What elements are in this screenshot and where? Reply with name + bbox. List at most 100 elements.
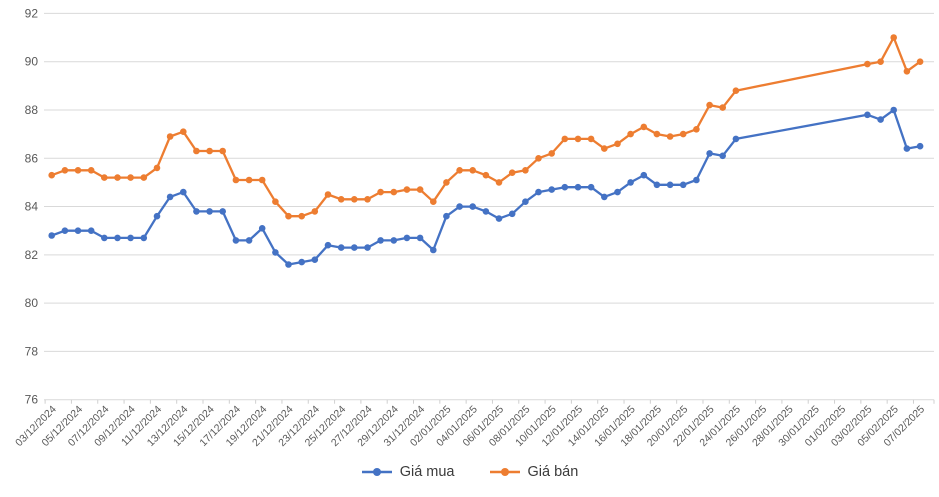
y-axis-labels: 76 78 80 82 84 86 88 90 92 [25,6,39,406]
data-point-marker [482,171,490,179]
y-tick-label: 80 [25,296,39,310]
data-point-marker [351,196,358,203]
data-point-marker [245,237,253,244]
data-point-marker [48,232,55,239]
data-point-marker [469,203,477,210]
y-tick-label: 78 [25,344,39,358]
data-point-marker [679,130,687,138]
data-point-marker [127,174,134,181]
data-point-marker [693,176,700,184]
data-point-marker [535,188,542,196]
data-point-marker [653,130,661,138]
data-point-marker [456,203,463,210]
data-point-marker [48,171,55,179]
data-point-marker [877,116,884,123]
y-tick-label: 90 [25,55,39,69]
data-point-marker [311,208,319,215]
data-point-marker [114,174,121,181]
data-point-marker [614,188,621,196]
data-point-marker [574,135,582,143]
data-point-marker [206,208,213,215]
data-point-marker [87,167,95,174]
data-point-marker [627,130,634,138]
data-point-marker [548,186,555,193]
data-point-marker [508,169,516,176]
data-point-marker [127,234,134,242]
data-point-marker [324,191,332,198]
data-point-marker [416,234,424,242]
data-point-marker [916,142,924,150]
data-point-marker [522,167,529,174]
gridlines [44,12,934,401]
data-point-marker [311,256,319,264]
series-gia-ban [48,34,924,220]
data-point-marker [193,147,200,155]
data-point-marker [627,179,634,186]
data-point-marker [916,58,924,65]
x-axis-labels: 03/12/202405/12/202407/12/202409/12/2024… [13,403,927,449]
data-point-marker [298,258,306,266]
data-point-marker [601,193,608,201]
data-point-marker [101,174,108,181]
data-point-marker [87,227,95,234]
data-point-marker [377,188,384,196]
data-point-marker [114,234,121,242]
legend-label-gia-ban: Giá bán [527,464,579,480]
data-point-marker [337,244,345,251]
data-point-marker [61,167,69,174]
data-point-marker [180,128,187,135]
data-point-marker [693,126,700,133]
data-point-marker [864,60,871,68]
data-point-marker [272,198,279,205]
data-point-marker [706,101,713,109]
data-point-marker [377,237,384,244]
y-tick-label: 86 [25,151,39,165]
data-point-marker [74,227,82,234]
line-marker-icon-blue [361,468,392,476]
data-point-marker [903,68,911,75]
data-point-marker [482,208,490,215]
data-point-marker [495,215,503,222]
data-point-marker [719,104,726,111]
data-point-marker [153,164,161,172]
data-point-marker [903,145,911,152]
data-point-marker [298,212,306,220]
y-tick-label: 88 [25,103,39,117]
data-point-marker [522,198,529,205]
data-point-marker [601,145,608,152]
data-point-marker [890,106,897,114]
data-point-marker [364,244,371,251]
data-point-marker [166,193,174,201]
data-point-marker [140,234,148,242]
data-point-marker [508,210,516,218]
data-point-marker [561,135,569,143]
data-point-marker [285,261,292,268]
data-point-marker [456,167,463,174]
data-point-marker [193,208,200,215]
y-tick-label: 82 [25,248,39,262]
data-point-marker [285,212,292,220]
data-point-marker [416,186,424,193]
data-point-marker [403,186,411,193]
line-marker-icon-orange [489,468,520,476]
data-point-marker [443,179,450,186]
data-point-marker [640,171,648,179]
chart-legend: Giá mua Giá bán [0,464,939,480]
series-gia-mua [48,106,924,268]
data-point-marker [587,135,595,143]
data-point-marker [719,152,726,160]
data-point-marker [732,87,740,94]
data-point-marker [877,58,884,65]
data-point-marker [574,183,582,191]
data-point-marker [337,196,345,203]
legend-item-gia-ban: Giá bán [489,464,579,480]
data-point-marker [364,196,371,203]
data-point-marker [166,133,174,140]
data-point-marker [206,147,213,155]
data-point-marker [548,150,555,157]
legend-item-gia-mua: Giá mua [361,464,455,480]
data-point-marker [245,176,253,184]
data-point-marker [232,176,240,184]
